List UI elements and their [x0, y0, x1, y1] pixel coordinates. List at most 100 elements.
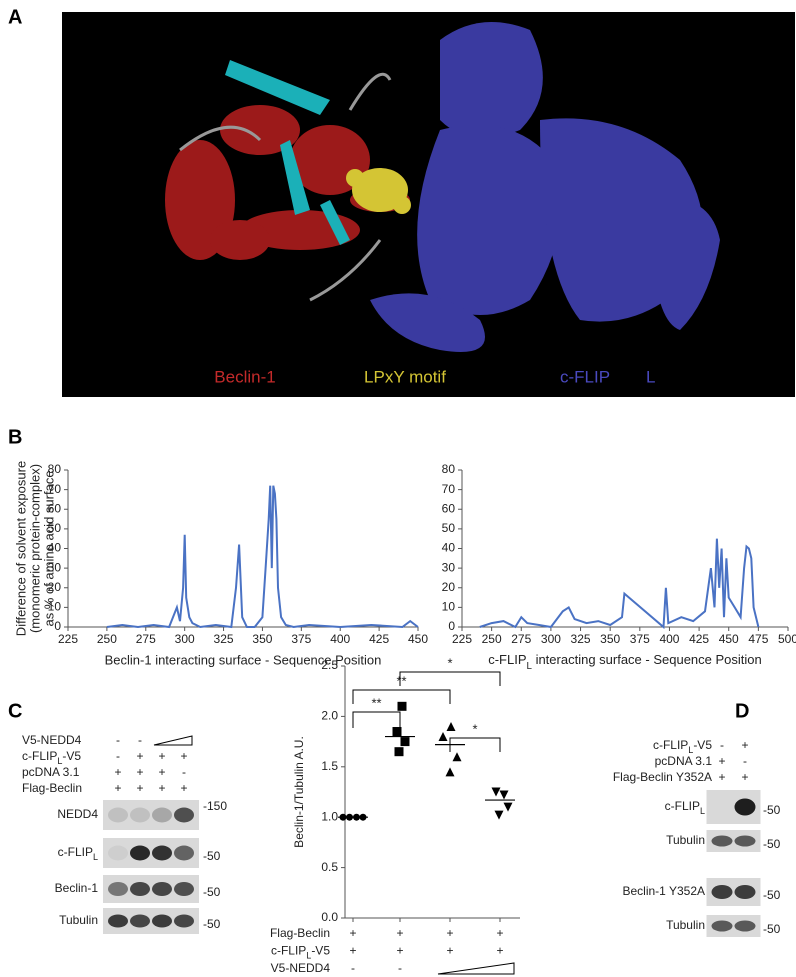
x-tick-label: 250	[97, 632, 117, 646]
blot-label-main: c-FLIP	[665, 799, 700, 813]
blot-band	[152, 807, 172, 823]
lpxy-motif	[346, 168, 411, 214]
condition-label-sub: L	[57, 756, 62, 766]
mw-marker: -50	[203, 917, 221, 931]
condition-sign: +	[496, 926, 503, 940]
mw-marker: -50	[763, 837, 781, 851]
condition-label-sub: L	[306, 951, 311, 961]
condition-label-main: c-FLIP	[653, 738, 688, 752]
mw-marker: -50	[203, 885, 221, 899]
blot-band	[734, 920, 756, 932]
blot-band	[152, 914, 172, 928]
blot-label: Tubulin	[666, 833, 705, 847]
dose-wedge	[437, 962, 515, 975]
condition-sign: +	[396, 944, 403, 958]
blot-band	[130, 882, 150, 896]
panel-label: A	[8, 6, 22, 28]
y-tick-label: 60	[48, 501, 62, 515]
beclin-loops	[179, 72, 392, 302]
significance-bracket	[352, 711, 401, 728]
x-tick-label: 300	[541, 632, 561, 646]
y-tick-label: 10	[48, 600, 62, 614]
condition-label: V5-NEDD4	[22, 733, 82, 747]
x-tick-label: 375	[630, 632, 650, 646]
condition-sign: +	[158, 781, 165, 795]
significance-label: *	[472, 721, 477, 736]
x-axis-title-rest: interacting surface - Sequence Position	[532, 652, 762, 667]
mw-marker: -50	[763, 922, 781, 936]
flip-label: c-FLIP	[560, 367, 610, 386]
condition-label-main: c-FLIP	[271, 944, 306, 958]
x-tick-label: 225	[58, 632, 78, 646]
y-tick-label: 70	[442, 482, 456, 496]
y-tick-label: 30	[48, 560, 62, 574]
condition-sign: -	[138, 733, 142, 747]
panel-label: B	[8, 426, 22, 448]
condition-sign: +	[180, 749, 187, 763]
line	[106, 485, 419, 629]
blot	[706, 915, 761, 937]
blot-band	[174, 882, 194, 896]
blot-band	[174, 845, 194, 861]
x-tick-label: 250	[482, 632, 502, 646]
beclin-label: Beclin-1	[214, 367, 275, 386]
blot-label-main: c-FLIP	[58, 845, 93, 859]
condition-sign: -	[351, 961, 355, 975]
point	[491, 787, 501, 797]
point	[392, 727, 402, 737]
blot-band	[108, 914, 128, 928]
condition-sign: +	[114, 781, 121, 795]
y-tick-label: 1.0	[321, 809, 338, 823]
x-tick-label: 325	[214, 632, 234, 646]
x-tick-label: 350	[600, 632, 620, 646]
y-tick-label: 80	[48, 462, 62, 476]
condition-sign: +	[446, 926, 453, 940]
condition-label: Flag-Beclin	[22, 781, 82, 795]
y-tick-label: 0.5	[321, 860, 338, 874]
structure-panel: Beclin-1 LPxY motif c-FLIP L	[62, 12, 795, 397]
condition-label: c-FLIPL-V5	[653, 738, 712, 755]
beclin-sheets	[225, 60, 350, 245]
y-tick-label: 2.5	[321, 658, 338, 672]
significance-label: **	[371, 695, 381, 710]
x-tick-label: 425	[369, 632, 389, 646]
x-tick-label: 325	[571, 632, 591, 646]
x-tick-label: 450	[408, 632, 428, 646]
blot-label: NEDD4	[57, 807, 98, 821]
condition-sign: +	[114, 765, 121, 779]
blot-band	[712, 799, 733, 816]
y-tick-label: 0	[54, 619, 61, 633]
y-tick-label: 10	[442, 600, 456, 614]
point	[397, 701, 407, 711]
condition-sign: -	[182, 765, 186, 779]
blot-band	[130, 807, 150, 823]
point	[394, 747, 404, 757]
y-tick-label: 0.0	[321, 910, 338, 924]
x-axis-title: Beclin-1 interacting surface - Sequence …	[105, 652, 382, 667]
x-axis-title: c-FLIPL interacting surface - Sequence P…	[488, 652, 762, 672]
x-tick-label: 300	[175, 632, 195, 646]
condition-label-rest: -V5	[62, 749, 81, 763]
condition-sign: +	[396, 926, 403, 940]
condition-sign: +	[718, 770, 725, 784]
panel-label: C	[8, 700, 22, 722]
y-tick-label: 2.0	[321, 709, 338, 723]
blot-band	[108, 807, 128, 823]
y-tick-label: 40	[48, 541, 62, 555]
blot-band	[152, 882, 172, 896]
x-tick-label: 225	[452, 632, 472, 646]
condition-label-main: c-FLIP	[22, 749, 57, 763]
blot-band	[734, 798, 756, 816]
condition-label: Flag-Beclin Y352A	[613, 770, 712, 784]
condition-label-rest: -V5	[311, 944, 330, 958]
blot-band	[734, 835, 756, 847]
condition-label: Flag-Beclin	[270, 926, 330, 940]
x-tick-label: 275	[511, 632, 531, 646]
significance-label: *	[447, 655, 452, 670]
condition-sign: -	[743, 754, 747, 768]
y-tick-label: 70	[48, 482, 62, 496]
y-tick-label: 0	[448, 619, 455, 633]
significance-bracket	[449, 737, 501, 752]
mw-marker: -50	[203, 849, 221, 863]
